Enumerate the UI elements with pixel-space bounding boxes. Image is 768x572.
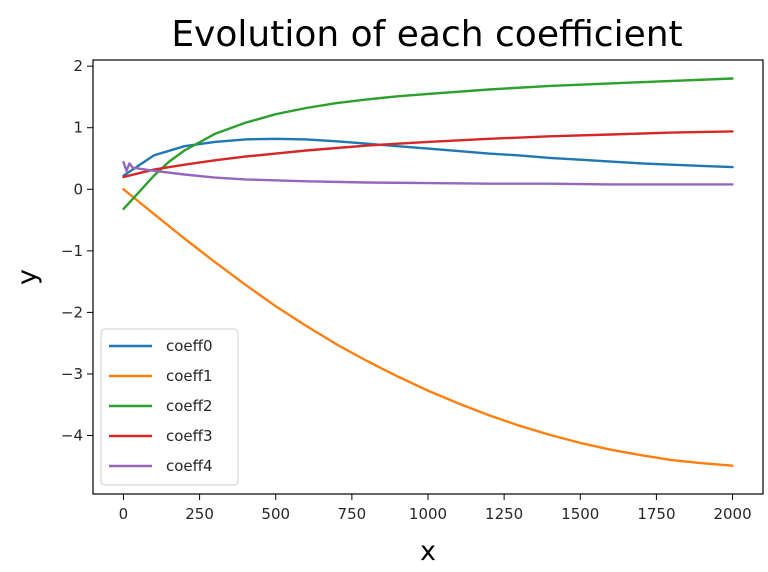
chart-title: Evolution of each coefficient <box>171 14 682 55</box>
x-tick-label: 1500 <box>561 505 599 523</box>
series-line-coeff0 <box>122 137 734 177</box>
x-tick-label: 2000 <box>713 505 751 523</box>
y-tick-label: −3 <box>61 365 83 383</box>
legend-label-coeff1: coeff1 <box>166 367 213 385</box>
legend-box <box>100 328 239 486</box>
x-axis-title: x <box>420 536 436 567</box>
y-tick-label: −4 <box>61 427 83 445</box>
x-tick-label: 750 <box>338 505 367 523</box>
legend-label-coeff2: coeff2 <box>166 397 213 415</box>
legend-label-coeff4: coeff4 <box>166 457 213 475</box>
legend-label-coeff0: coeff0 <box>166 337 213 355</box>
y-tick-label: −2 <box>61 303 83 321</box>
legend-label-coeff3: coeff3 <box>166 427 213 445</box>
x-axis: 0 250 500 750 1000 1250 1500 1750 2000 <box>119 494 752 523</box>
series-line-coeff1 <box>122 188 734 467</box>
y-tick-label: −1 <box>61 242 83 260</box>
y-axis-title: y <box>12 269 43 285</box>
x-tick-label: 1750 <box>637 505 675 523</box>
y-tick-label: 2 <box>73 57 83 75</box>
x-tick-label: 250 <box>185 505 214 523</box>
x-tick-label: 1000 <box>409 505 447 523</box>
y-tick-label: 1 <box>73 119 83 137</box>
y-tick-label: 0 <box>73 180 83 198</box>
x-tick-label: 500 <box>261 505 290 523</box>
legend: coeff0 coeff1 coeff2 coeff3 coeff4 <box>100 328 239 486</box>
x-tick-label: 0 <box>119 505 129 523</box>
series-line-coeff2 <box>122 77 734 211</box>
y-axis: 2 1 0 −1 −2 −3 −4 <box>61 57 93 445</box>
plot-lines <box>122 77 734 467</box>
x-tick-label: 1250 <box>485 505 523 523</box>
series-line-coeff3 <box>122 130 734 179</box>
series-line-coeff4 <box>122 160 734 186</box>
